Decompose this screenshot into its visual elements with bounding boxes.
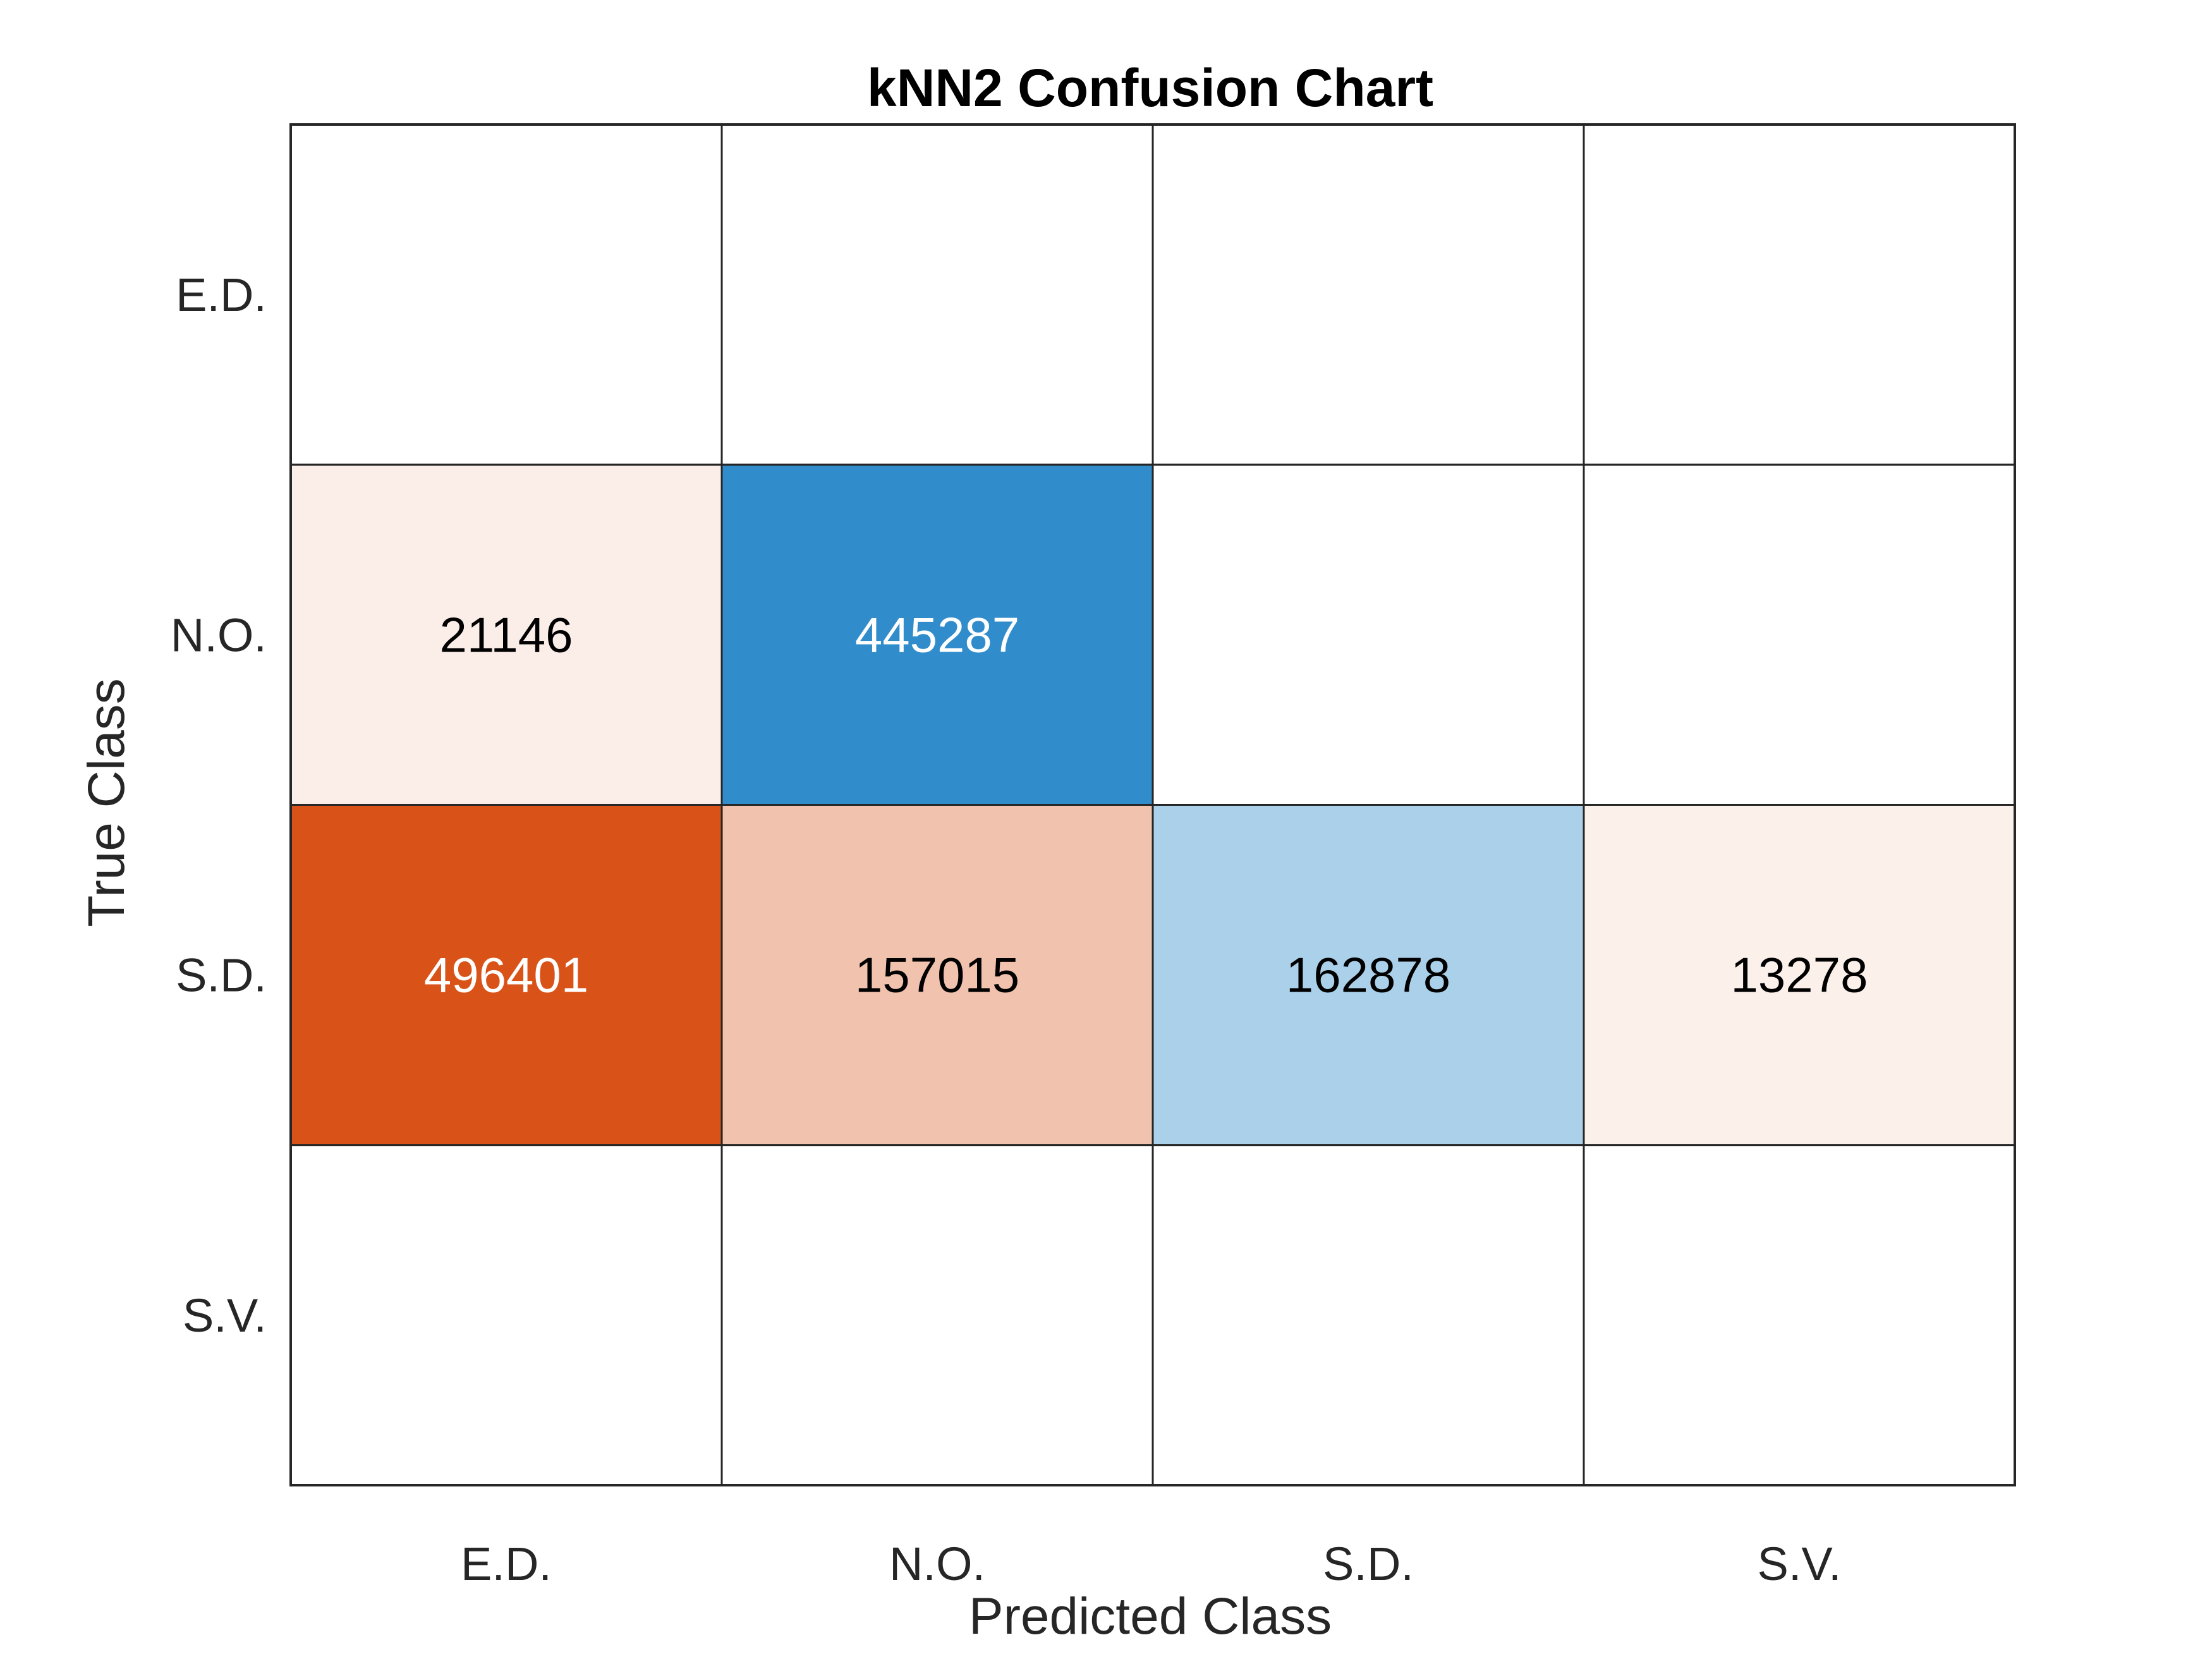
cell-value-label: 162878 [1286, 947, 1450, 1003]
cell-value-label: 157015 [855, 947, 1019, 1003]
cells-layer [289, 123, 2016, 1486]
cell-value-label: 496401 [424, 947, 588, 1003]
heatmap-cell-1-3 [1152, 123, 1585, 466]
x-tick-label: S.V. [1757, 1538, 1841, 1590]
heatmap-cell-1-2 [720, 123, 1154, 466]
x-tick-label: N.O. [889, 1538, 985, 1590]
y-tick-label: S.V. [183, 1289, 267, 1342]
y-axis-label: True Class [78, 678, 135, 927]
heatmap-cell-3-4 [1583, 804, 2016, 1146]
x-tick-label: S.D. [1323, 1538, 1414, 1590]
x-axis-label: Predicted Class [969, 1588, 1332, 1645]
heatmap-cell-3-2 [720, 804, 1154, 1146]
cell-value-label: 13278 [1731, 947, 1868, 1003]
y-tick-label: S.D. [176, 949, 267, 1002]
heatmap-cell-2-3 [1152, 463, 1585, 806]
heatmap-cell-1-1 [289, 123, 723, 466]
y-tick-label: E.D. [176, 269, 267, 321]
heatmap-cell-1-4 [1583, 123, 2016, 466]
heatmap-cell-2-1 [289, 463, 723, 806]
heatmap-cell-2-2 [720, 463, 1154, 806]
cell-value-label: 21146 [439, 607, 573, 662]
y-tick-label: N.O. [171, 609, 267, 661]
values-layer: 21146 445287 496401 157015 162878 13278 [424, 607, 1868, 1002]
y-tick-labels: E.D. N.O. S.D. S.V. [171, 269, 267, 1342]
x-tick-labels: E.D. N.O. S.D. S.V. [461, 1538, 1841, 1590]
x-tick-label: E.D. [461, 1538, 552, 1590]
heatmap-cell-4-1 [289, 1144, 723, 1486]
heatmap-cell-4-2 [720, 1144, 1154, 1486]
heatmap-cell-3-1 [289, 804, 723, 1146]
heatmap-cell-4-4 [1583, 1144, 2016, 1486]
plot-frame [289, 123, 2016, 1486]
chart-title: kNN2 Confusion Chart [867, 58, 1433, 118]
cell-value-label: 445287 [855, 607, 1019, 662]
heatmap-cell-4-3 [1152, 1144, 1585, 1486]
heatmap-cell-2-4 [1583, 463, 2016, 806]
